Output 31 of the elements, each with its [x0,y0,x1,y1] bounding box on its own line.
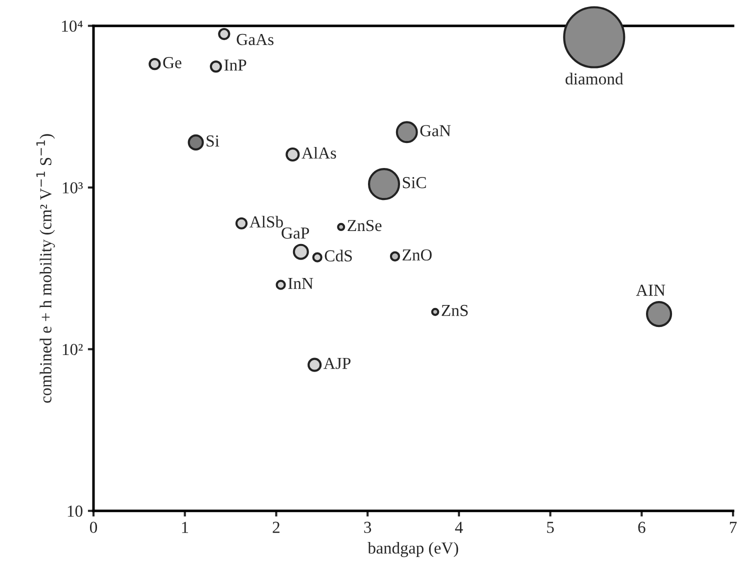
y-axis-title: combined e + h mobility (cm² V$^{−1}$ S$^{−1}$) [36,134,55,403]
series-label: InN [288,278,314,289]
y-tick-label: 10 [68,506,82,517]
series-label: AlSb [249,216,283,228]
series-label: GaP [282,228,310,239]
series-label: AIN [636,284,666,296]
y-tick-label: 10⁴ [62,20,83,32]
x-tick-label: 6 [638,522,646,534]
series-label: AlAs [302,146,336,159]
x-tick-label: 3 [364,522,372,534]
series-label: GaAs [236,34,274,46]
series-label: SiC [402,177,426,188]
series-label: AJP [324,358,350,370]
series-label: Ge [163,57,182,68]
x-tick-label: 4 [455,522,463,533]
series-label: ZnS [442,304,468,316]
series-label: diamond [566,72,624,85]
series-label: Si [206,135,220,147]
series-label: CdS [324,250,352,262]
series-label: ZnO [402,249,432,261]
x-tick-label: 5 [547,522,554,534]
x-tick-label: 2 [272,522,280,533]
series-label: InP [224,60,246,71]
x-tick-label: 0 [90,522,98,534]
x-axis-title: bandgap (eV) [368,542,458,558]
y-tick-label: 10³ [62,182,83,194]
series-label: ZnSe [348,220,382,232]
x-tick-label: 1 [182,522,188,533]
series-label: GaN [420,125,451,136]
x-tick-label: 7 [730,522,737,533]
y-tick-label: 10² [62,344,83,356]
